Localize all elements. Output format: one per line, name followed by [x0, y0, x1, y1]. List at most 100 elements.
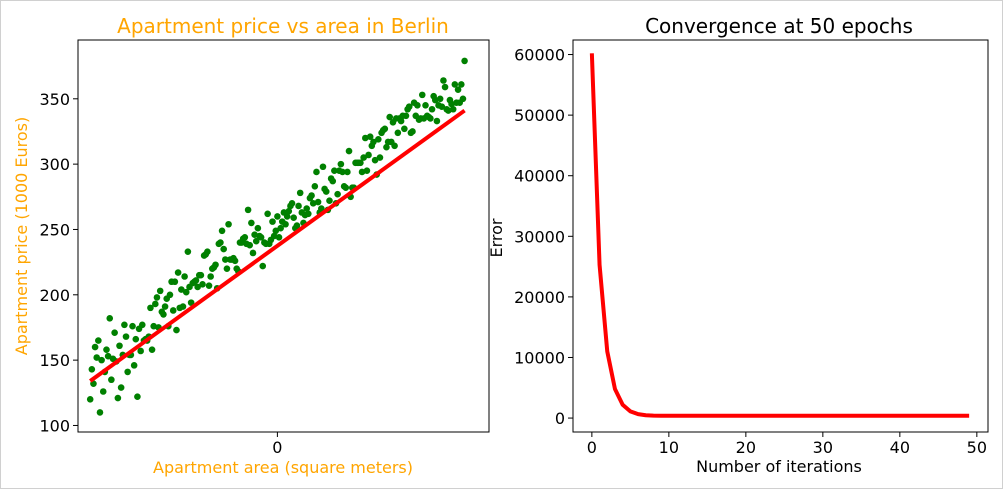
data-point — [272, 227, 280, 235]
convergence-x-tick-label: 30 — [813, 438, 833, 457]
scatter-y-axis-label: Apartment price (1000 Euros) — [12, 117, 31, 355]
data-point — [205, 282, 213, 289]
convergence-y-tick-label: 10000 — [514, 348, 565, 367]
data-point — [134, 393, 141, 401]
data-point — [458, 81, 465, 88]
data-point — [138, 321, 146, 329]
data-point — [305, 210, 312, 218]
data-point — [220, 245, 227, 253]
data-point — [124, 368, 131, 376]
convergence-y-tick-label: 40000 — [514, 167, 565, 186]
data-point — [111, 329, 118, 336]
data-point — [363, 167, 371, 174]
convergence-plot-area: 0 10 20 30 40 50 0 10000 20000 30000 40000 50000 600… — [514, 39, 989, 457]
data-point — [114, 394, 122, 402]
data-point — [422, 102, 429, 109]
data-point — [104, 352, 112, 360]
data-point — [345, 147, 353, 155]
data-point — [295, 202, 302, 210]
data-point — [132, 335, 140, 343]
data-point — [314, 198, 322, 206]
data-point — [156, 287, 164, 295]
scatter-chart-title: Apartment price vs area in Berlin — [117, 14, 449, 38]
data-point — [207, 273, 214, 280]
convergence-chart-title: Convergence at 50 epochs — [645, 14, 913, 38]
data-point — [326, 197, 333, 205]
convergence-chart: Convergence at 50 epochs 0 10 20 30 40 50 0 100… — [487, 14, 989, 476]
convergence-y-tick-label: 20000 — [514, 288, 565, 307]
data-point — [212, 261, 219, 269]
data-point — [365, 151, 372, 159]
data-point — [376, 154, 384, 161]
data-point — [275, 234, 283, 241]
data-point — [386, 113, 394, 121]
scatter-axes-frame — [77, 39, 490, 433]
data-point — [459, 95, 467, 103]
data-point — [436, 95, 444, 103]
data-point — [303, 205, 310, 212]
data-point — [222, 256, 229, 263]
scatter-y-tick-label: 200 — [39, 286, 70, 305]
data-point — [108, 376, 115, 384]
scatter-y-tick-label: 300 — [39, 155, 70, 174]
data-point — [257, 234, 265, 241]
data-point — [285, 207, 293, 215]
data-point — [160, 311, 167, 318]
data-point — [274, 213, 281, 220]
data-point — [95, 337, 102, 344]
data-point — [454, 86, 462, 93]
data-point — [204, 248, 211, 255]
data-point — [405, 103, 413, 110]
convergence-x-tick-label: 10 — [659, 438, 679, 457]
convergence-x-tick-label: 0 — [587, 438, 597, 457]
convergence-axes-frame — [572, 39, 989, 433]
data-point — [433, 117, 441, 125]
data-point — [441, 83, 449, 91]
data-point — [225, 220, 232, 228]
data-point — [288, 200, 296, 207]
data-point — [254, 224, 262, 232]
scatter-x-axis-label: Apartment area (square meters) — [153, 458, 413, 477]
data-point — [293, 222, 301, 229]
data-point — [171, 278, 179, 286]
data-point — [381, 125, 389, 133]
data-point — [182, 288, 190, 296]
data-point — [249, 249, 257, 257]
data-point — [148, 346, 156, 353]
data-point — [357, 159, 364, 167]
data-point — [217, 239, 224, 246]
data-point — [282, 220, 289, 228]
data-point — [93, 354, 101, 361]
data-point — [147, 304, 154, 312]
scatter-chart: Apartment price vs area in Berlin 0 100 15… — [12, 14, 490, 477]
data-point — [371, 156, 379, 164]
data-point — [269, 218, 276, 225]
scatter-y-tick-label: 150 — [39, 351, 70, 370]
data-point — [290, 214, 297, 222]
convergence-x-axis-label: Number of iterations — [696, 457, 862, 476]
data-point — [116, 342, 123, 350]
regression-line — [89, 108, 466, 383]
data-point — [339, 168, 346, 176]
scatter-y-tick-label: 350 — [39, 90, 70, 109]
data-point — [402, 112, 410, 120]
data-point — [91, 343, 99, 351]
data-point — [178, 286, 185, 293]
data-point — [218, 227, 226, 235]
data-point — [391, 142, 398, 150]
data-point — [174, 269, 182, 276]
data-point — [223, 265, 231, 272]
data-point — [153, 294, 161, 301]
data-point — [331, 167, 338, 174]
data-point — [88, 365, 96, 373]
data-point — [360, 154, 367, 161]
data-point — [121, 321, 128, 329]
data-point — [344, 168, 351, 176]
data-point — [366, 133, 374, 140]
data-point — [313, 168, 320, 176]
data-point — [283, 213, 291, 220]
data-point — [259, 262, 267, 270]
data-point — [244, 206, 252, 214]
data-point — [329, 177, 337, 185]
data-point — [397, 117, 405, 125]
